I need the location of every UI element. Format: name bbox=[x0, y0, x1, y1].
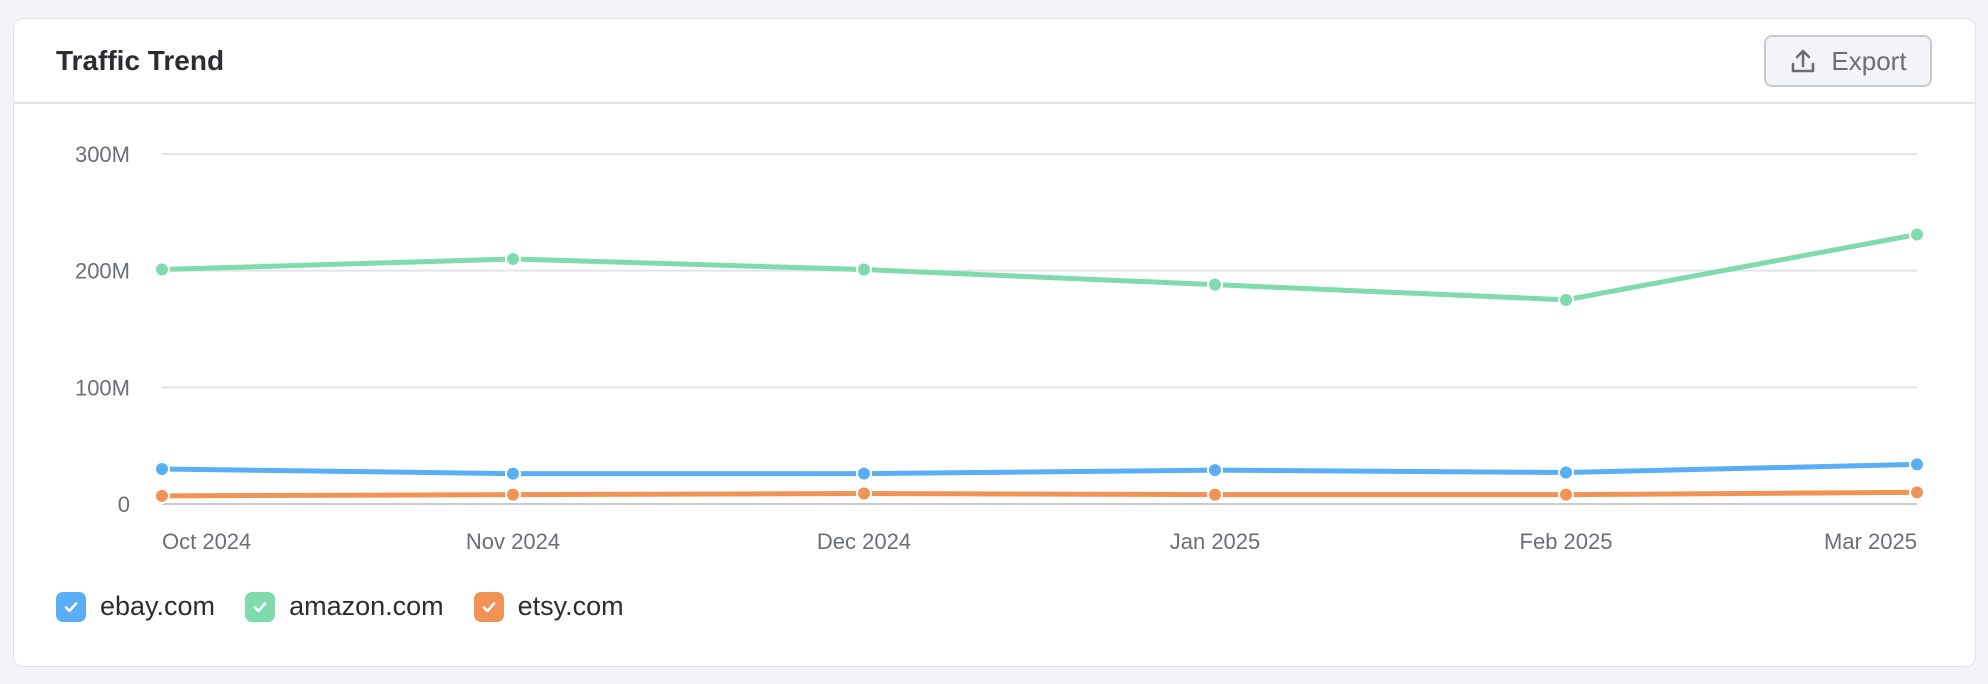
legend-item-ebay.com[interactable]: ebay.com bbox=[56, 591, 215, 622]
data-point-amazon.com bbox=[856, 261, 872, 278]
card-title: Traffic Trend bbox=[56, 45, 225, 76]
data-point-etsy.com bbox=[154, 487, 170, 504]
y-tick-label: 100M bbox=[75, 375, 130, 400]
x-tick-label: Feb 2025 bbox=[1520, 529, 1613, 554]
traffic-trend-card: Traffic Trend Export 0 100M 200M 300M Oct 20… bbox=[13, 18, 1976, 667]
x-tick-label: Nov 2024 bbox=[466, 529, 560, 554]
checkbox-checked-icon[interactable] bbox=[56, 591, 86, 622]
data-point-amazon.com bbox=[505, 251, 521, 267]
y-tick-label: 0 bbox=[118, 492, 130, 517]
x-tick-label: Jan 2025 bbox=[1170, 529, 1261, 554]
data-point-etsy.com bbox=[1558, 486, 1574, 503]
upload-icon bbox=[1792, 49, 1815, 73]
data-point-amazon.com bbox=[154, 261, 170, 278]
line-chart: 0 100M 200M 300M Oct 2024 Nov 2024 Dec 2024 Jan… bbox=[75, 142, 1925, 554]
legend-label: etsy.com bbox=[517, 591, 624, 621]
x-tick-label: Dec 2024 bbox=[817, 529, 911, 554]
x-tick-label: Oct 2024 bbox=[162, 529, 251, 554]
legend-label: amazon.com bbox=[289, 591, 444, 621]
data-point-amazon.com bbox=[1558, 291, 1574, 308]
series-line-amazon.com bbox=[161, 232, 1918, 303]
data-point-ebay.com bbox=[856, 465, 872, 482]
data-point-etsy.com bbox=[856, 485, 872, 502]
data-point-amazon.com bbox=[1909, 226, 1925, 243]
series-line-etsy.com bbox=[161, 489, 1918, 499]
checkbox-checked-icon[interactable] bbox=[473, 591, 504, 622]
legend-item-etsy.com[interactable]: etsy.com bbox=[473, 591, 624, 622]
card-header: Traffic Trend Export bbox=[14, 19, 1975, 104]
legend-label: ebay.com bbox=[100, 591, 216, 621]
y-tick-label: 300M bbox=[75, 142, 130, 167]
data-point-amazon.com bbox=[1207, 276, 1223, 293]
data-point-ebay.com bbox=[505, 465, 521, 482]
x-tick-label: Mar 2025 bbox=[1824, 529, 1917, 554]
y-tick-label: 200M bbox=[75, 259, 130, 284]
data-point-ebay.com bbox=[1909, 456, 1925, 473]
export-button[interactable]: Export bbox=[1764, 35, 1932, 87]
series-line-ebay.com bbox=[161, 461, 1918, 477]
data-point-etsy.com bbox=[1207, 486, 1223, 503]
export-label: Export bbox=[1831, 45, 1907, 76]
legend: ebay.com amazon.com etsy.com bbox=[56, 591, 624, 622]
legend-item-amazon.com[interactable]: amazon.com bbox=[245, 591, 444, 622]
data-point-etsy.com bbox=[1909, 484, 1925, 501]
data-point-ebay.com bbox=[154, 461, 170, 477]
checkbox-checked-icon[interactable] bbox=[245, 591, 276, 622]
data-point-etsy.com bbox=[505, 486, 521, 503]
data-point-ebay.com bbox=[1207, 462, 1223, 479]
data-point-ebay.com bbox=[1558, 464, 1574, 481]
